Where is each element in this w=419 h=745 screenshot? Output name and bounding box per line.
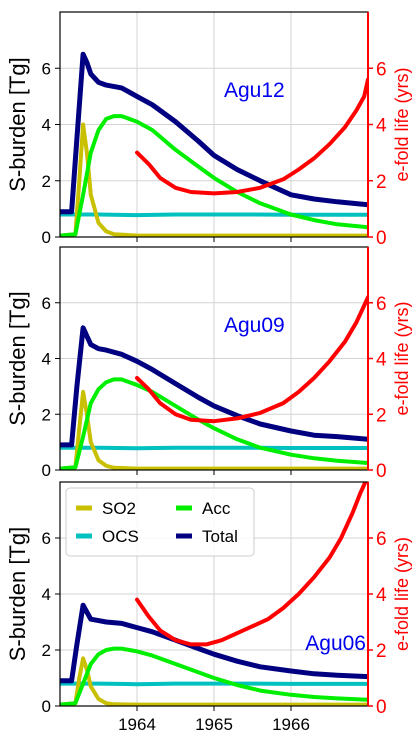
y-tick-label: 2	[42, 641, 51, 660]
y-tick-label: 4	[42, 350, 51, 369]
right-tick-label: 6	[376, 294, 387, 315]
panel-agu12: 0 2 4 6 0 2 4 6 S-burden [Tg] e-fold life (yrs) Ag…	[5, 11, 412, 249]
y-tick-label: 6	[42, 294, 51, 313]
series-line-e-fold-life	[135, 77, 368, 196]
right-axis-label: e-fold life (yrs)	[392, 67, 412, 181]
y-tick-label: 6	[42, 529, 51, 548]
right-tick-label: 4	[376, 350, 387, 371]
y-axis-label: S-burden [Tg]	[5, 291, 30, 426]
panel-agu06: 0 2 4 6 0 2 4 6 1964 1965 1966 S-burden [Tg] e-fold …	[5, 481, 412, 734]
legend-entry: Total	[202, 527, 238, 546]
x-tick-label: 1964	[118, 715, 156, 734]
series-line-e-fold-life	[135, 482, 368, 647]
series-line-so2	[60, 122, 368, 237]
y-tick-label: 2	[42, 172, 51, 191]
right-tick-label: 2	[376, 405, 387, 426]
legend-entry: SO2	[102, 499, 136, 518]
series-line-ocs	[60, 445, 368, 451]
y-tick-label: 6	[42, 59, 51, 78]
series-line-e-fold-life	[135, 295, 368, 424]
y-tick-label: 2	[42, 405, 51, 424]
panel-label: Agu09	[224, 314, 285, 337]
x-tick-label: 1966	[272, 715, 310, 734]
series-line-ocs	[60, 681, 368, 687]
y-axis-label: S-burden [Tg]	[5, 57, 30, 192]
y-axis-label: S-burden [Tg]	[5, 527, 30, 662]
right-tick-label: 6	[376, 59, 387, 80]
series-line-ocs	[60, 212, 368, 218]
series-line-so2	[60, 389, 368, 470]
series-line-acc	[60, 646, 368, 706]
right-tick-label: 6	[376, 529, 387, 550]
right-tick-label: 4	[376, 585, 387, 606]
series-line-so2	[60, 656, 368, 706]
y-tick-label: 4	[42, 116, 51, 135]
series-line-total	[60, 325, 368, 448]
series-line-total	[60, 51, 368, 215]
right-tick-label: 0	[376, 228, 387, 249]
right-tick-label: 2	[376, 172, 387, 193]
y-tick-label: 0	[42, 697, 51, 716]
right-tick-label: 2	[376, 641, 387, 662]
y-tick-label: 0	[42, 228, 51, 247]
right-axis-label: e-fold life (yrs)	[392, 537, 412, 651]
right-tick-label: 4	[376, 116, 387, 137]
series-line-acc	[60, 114, 368, 237]
legend-box	[65, 487, 255, 557]
legend-entry: OCS	[102, 527, 139, 546]
series-line-total	[60, 602, 368, 684]
right-axis-label: e-fold life (yrs)	[392, 301, 412, 415]
y-tick-label: 0	[42, 461, 51, 480]
panel-label: Agu06	[305, 632, 366, 655]
right-tick-label: 0	[376, 697, 387, 718]
panel-agu09: 0 2 4 6 0 2 4 6 S-burden [Tg] e-fold life (yrs) Ag…	[5, 246, 412, 482]
y-tick-label: 4	[42, 585, 51, 604]
panel-label: Agu12	[224, 79, 285, 102]
legend: SO2 OCS Acc Total	[65, 487, 255, 557]
x-tick-label: 1965	[195, 715, 233, 734]
right-tick-label: 0	[376, 461, 387, 482]
legend-entry: Acc	[202, 499, 231, 518]
